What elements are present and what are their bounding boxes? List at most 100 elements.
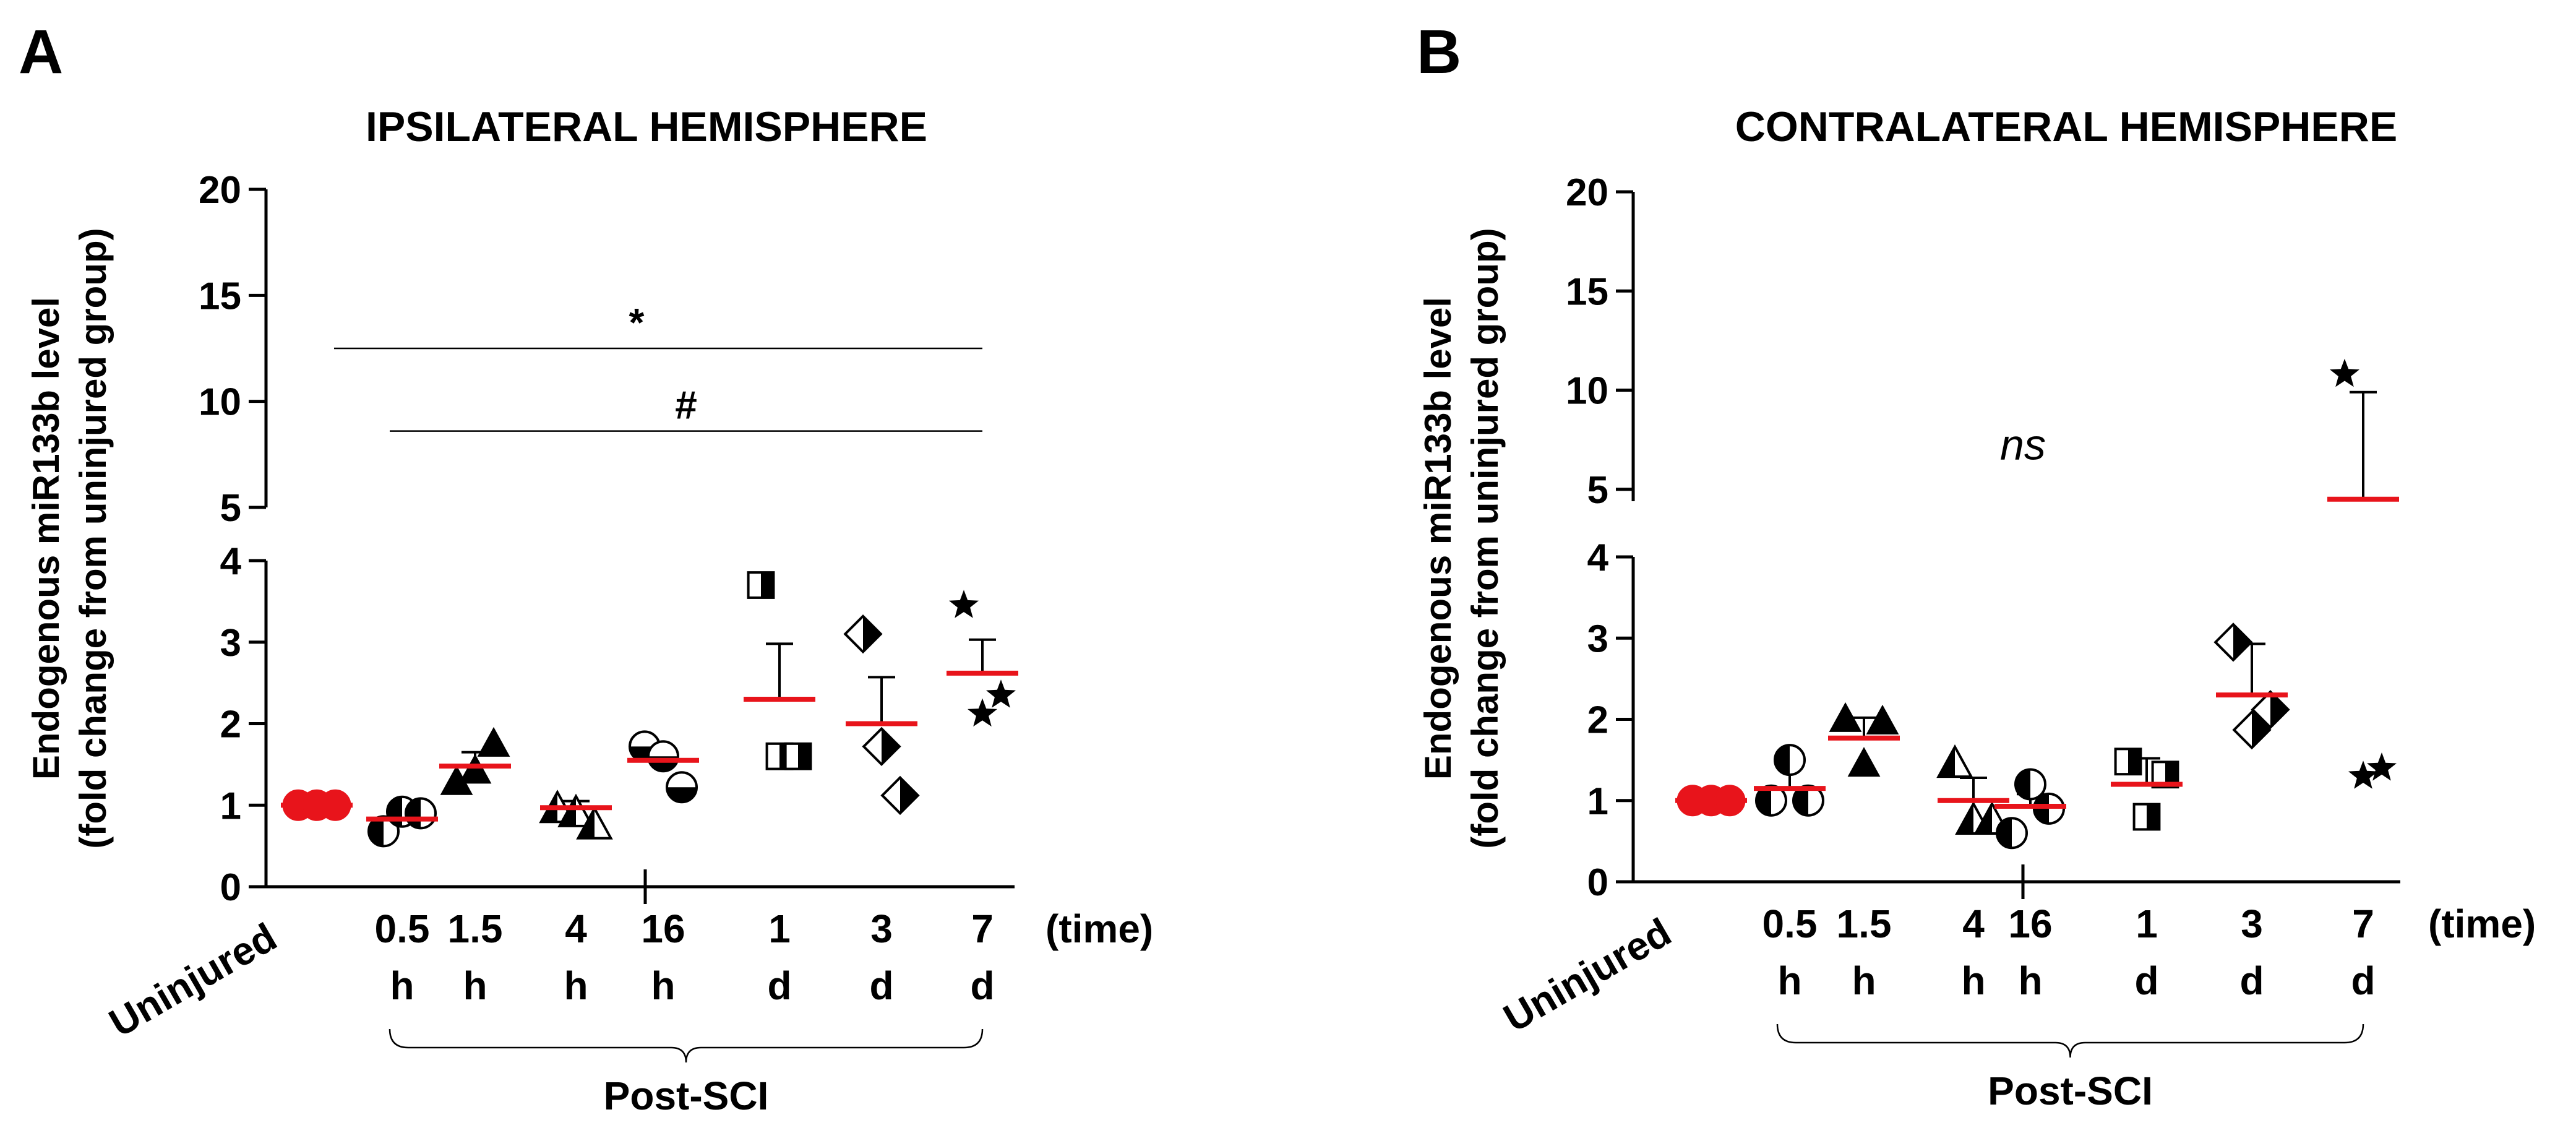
half-filled-circle-marker (2014, 768, 2046, 801)
star-shape (986, 679, 1016, 708)
x-tick-label: 1 (2136, 902, 2158, 946)
group-label: Post-SCI (1988, 1069, 2153, 1113)
half-filled-circle-marker (1774, 744, 1806, 777)
filled-triangle-shape (1866, 704, 1899, 735)
y-tick-label: 5 (220, 487, 241, 530)
marker-outline (367, 815, 400, 848)
marker-outline (666, 771, 698, 804)
half-filled-diamond-marker (843, 614, 883, 654)
y-axis-label-line1: Endogenous miR133b level (1417, 297, 1459, 780)
x-tick-label-group: Uninjured (101, 915, 284, 1046)
x-tick-unit: h (564, 963, 588, 1008)
y-tick-label: 1 (1587, 780, 1608, 823)
half-filled-circle-vertical-marker (647, 740, 679, 773)
half-filled-diamond-marker (2232, 710, 2272, 750)
x-tick-unit: h (1852, 959, 1876, 1003)
marker-outline (1973, 801, 2011, 835)
group-label: Post-SCI (604, 1074, 769, 1118)
x-tick-label: 1 (768, 907, 791, 951)
star-shape (968, 698, 997, 727)
y-tick-label: 1 (220, 785, 241, 827)
marker-fill-black (1793, 785, 1808, 816)
half-filled-circle-marker (1755, 784, 1787, 817)
y-tick-label: 3 (220, 622, 241, 665)
half-filled-diamond-marker (2251, 690, 2290, 730)
half-filled-square-marker (2114, 747, 2142, 776)
marker-fill-black (1756, 785, 1771, 816)
x-tick-unit: h (2018, 959, 2042, 1003)
half-filled-triangle-marker (1936, 744, 1973, 778)
star-marker (2330, 358, 2359, 387)
star-shape (2367, 752, 2397, 781)
star-marker (949, 590, 979, 618)
panel-letter: A (19, 17, 63, 87)
half-filled-circle-vertical-marker (666, 771, 698, 804)
marker-outline (405, 797, 437, 830)
filled-triangle-marker (440, 765, 473, 795)
marker-outline (2114, 747, 2142, 776)
marker-fill-black (2128, 749, 2141, 775)
y-tick-label: 4 (220, 540, 242, 583)
star-marker (968, 698, 997, 727)
x-tick-label: 3 (2241, 902, 2263, 946)
x-tick-label: 1.5 (1837, 902, 1892, 946)
significance-symbol: # (675, 383, 697, 428)
filled-triangle-shape (440, 765, 473, 795)
filled-triangle-marker (458, 754, 492, 784)
marker-fill-black (369, 816, 384, 847)
marker-outline (1955, 801, 1992, 835)
marker-fill-black (2147, 804, 2160, 830)
marker-fill-black (2016, 769, 2030, 799)
x-tick-label: 0.5 (375, 907, 430, 951)
y-tick-label: 15 (199, 275, 241, 317)
chart-title: IPSILATERAL HEMISPHERE (366, 103, 927, 150)
x-tick-label-group: Uninjured (1496, 910, 1678, 1041)
x-tick-label: 0.5 (1762, 902, 1818, 946)
x-tick-unit: h (463, 963, 487, 1008)
marker-outline (2151, 760, 2179, 789)
x-tick-label: 16 (2008, 902, 2052, 946)
half-filled-triangle-marker (576, 806, 613, 840)
filled-triangle-shape (1847, 747, 1881, 777)
x-tick-label: 16 (641, 907, 685, 951)
x-tick-label: 7 (2352, 902, 2374, 946)
y-tick-label: 10 (1566, 370, 1608, 413)
half-filled-diamond-marker (880, 775, 920, 816)
significance-symbol: * (629, 300, 645, 345)
x-tick-unit: d (970, 963, 994, 1008)
y-tick-label: 20 (1566, 171, 1608, 214)
x-tick-unit: d (767, 963, 791, 1008)
marker-outline (843, 614, 883, 654)
chart-title: CONTRALATERAL HEMISPHERE (1735, 103, 2397, 150)
marker-outline (1792, 784, 1824, 817)
y-tick-label: 3 (1587, 618, 1608, 660)
filled-triangle-marker (1847, 747, 1881, 777)
x-tick-label: Uninjured (101, 915, 284, 1046)
y-tick-label: 15 (1566, 270, 1608, 313)
half-filled-square-marker (2151, 760, 2179, 789)
panel-letter: B (1417, 17, 1461, 87)
marker-outline (1936, 744, 1973, 778)
x-tick-unit: h (651, 963, 675, 1008)
y-tick-label: 5 (1587, 469, 1608, 512)
x-tick-unit: h (1777, 959, 1801, 1003)
filled-triangle-marker (1829, 702, 1862, 732)
marker-fill-black (2270, 691, 2288, 728)
marker-outline (880, 775, 920, 816)
star-marker (2348, 760, 2378, 789)
filled-triangle-marker (1866, 704, 1899, 735)
marker-outline (647, 740, 679, 773)
marker-fill-black (900, 777, 918, 814)
x-tick-label: 7 (971, 907, 994, 951)
marker-fill-black (882, 728, 899, 765)
marker-fill-black (667, 787, 697, 803)
y-axis-label-line2: (fold change from uninjured group) (72, 228, 114, 848)
half-filled-circle-marker (405, 797, 437, 830)
marker-outline (1996, 817, 2028, 850)
marker-outline (1755, 784, 1787, 817)
half-filled-square-marker (784, 742, 812, 770)
marker-outline (862, 726, 901, 767)
y-tick-label: 2 (1587, 699, 1608, 742)
marker-outline (784, 742, 812, 770)
